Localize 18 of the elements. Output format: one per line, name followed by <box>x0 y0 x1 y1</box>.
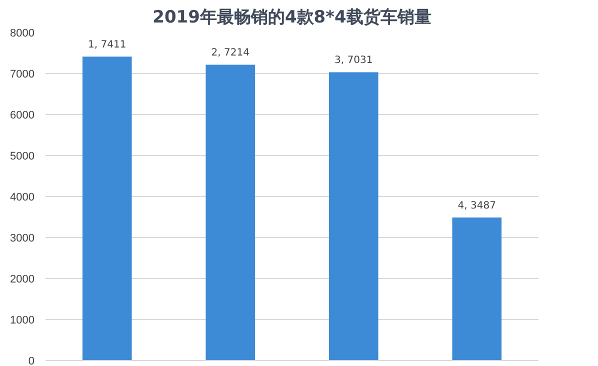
y-tick-label: 6000 <box>10 110 35 122</box>
y-tick-label: 4000 <box>10 192 35 204</box>
data-label: 2, 7214 <box>211 48 250 59</box>
data-label: 1, 7411 <box>88 40 126 51</box>
y-tick-label: 3000 <box>10 232 35 244</box>
data-label: 3, 7031 <box>334 55 373 66</box>
y-tick-label: 0 <box>28 356 35 366</box>
y-tick-label: 8000 <box>10 28 35 40</box>
bar <box>328 72 378 360</box>
bar <box>452 218 502 360</box>
y-tick-label: 7000 <box>10 68 35 80</box>
data-label: 4, 3487 <box>458 200 496 212</box>
y-tick-label: 2000 <box>10 274 35 286</box>
bar <box>82 56 132 360</box>
chart-title: 2019年最畅销的4款8*4载货车销量 <box>152 8 432 28</box>
y-tick-label: 5000 <box>10 150 35 162</box>
bar <box>206 64 256 360</box>
y-tick-label: 1000 <box>10 314 35 326</box>
